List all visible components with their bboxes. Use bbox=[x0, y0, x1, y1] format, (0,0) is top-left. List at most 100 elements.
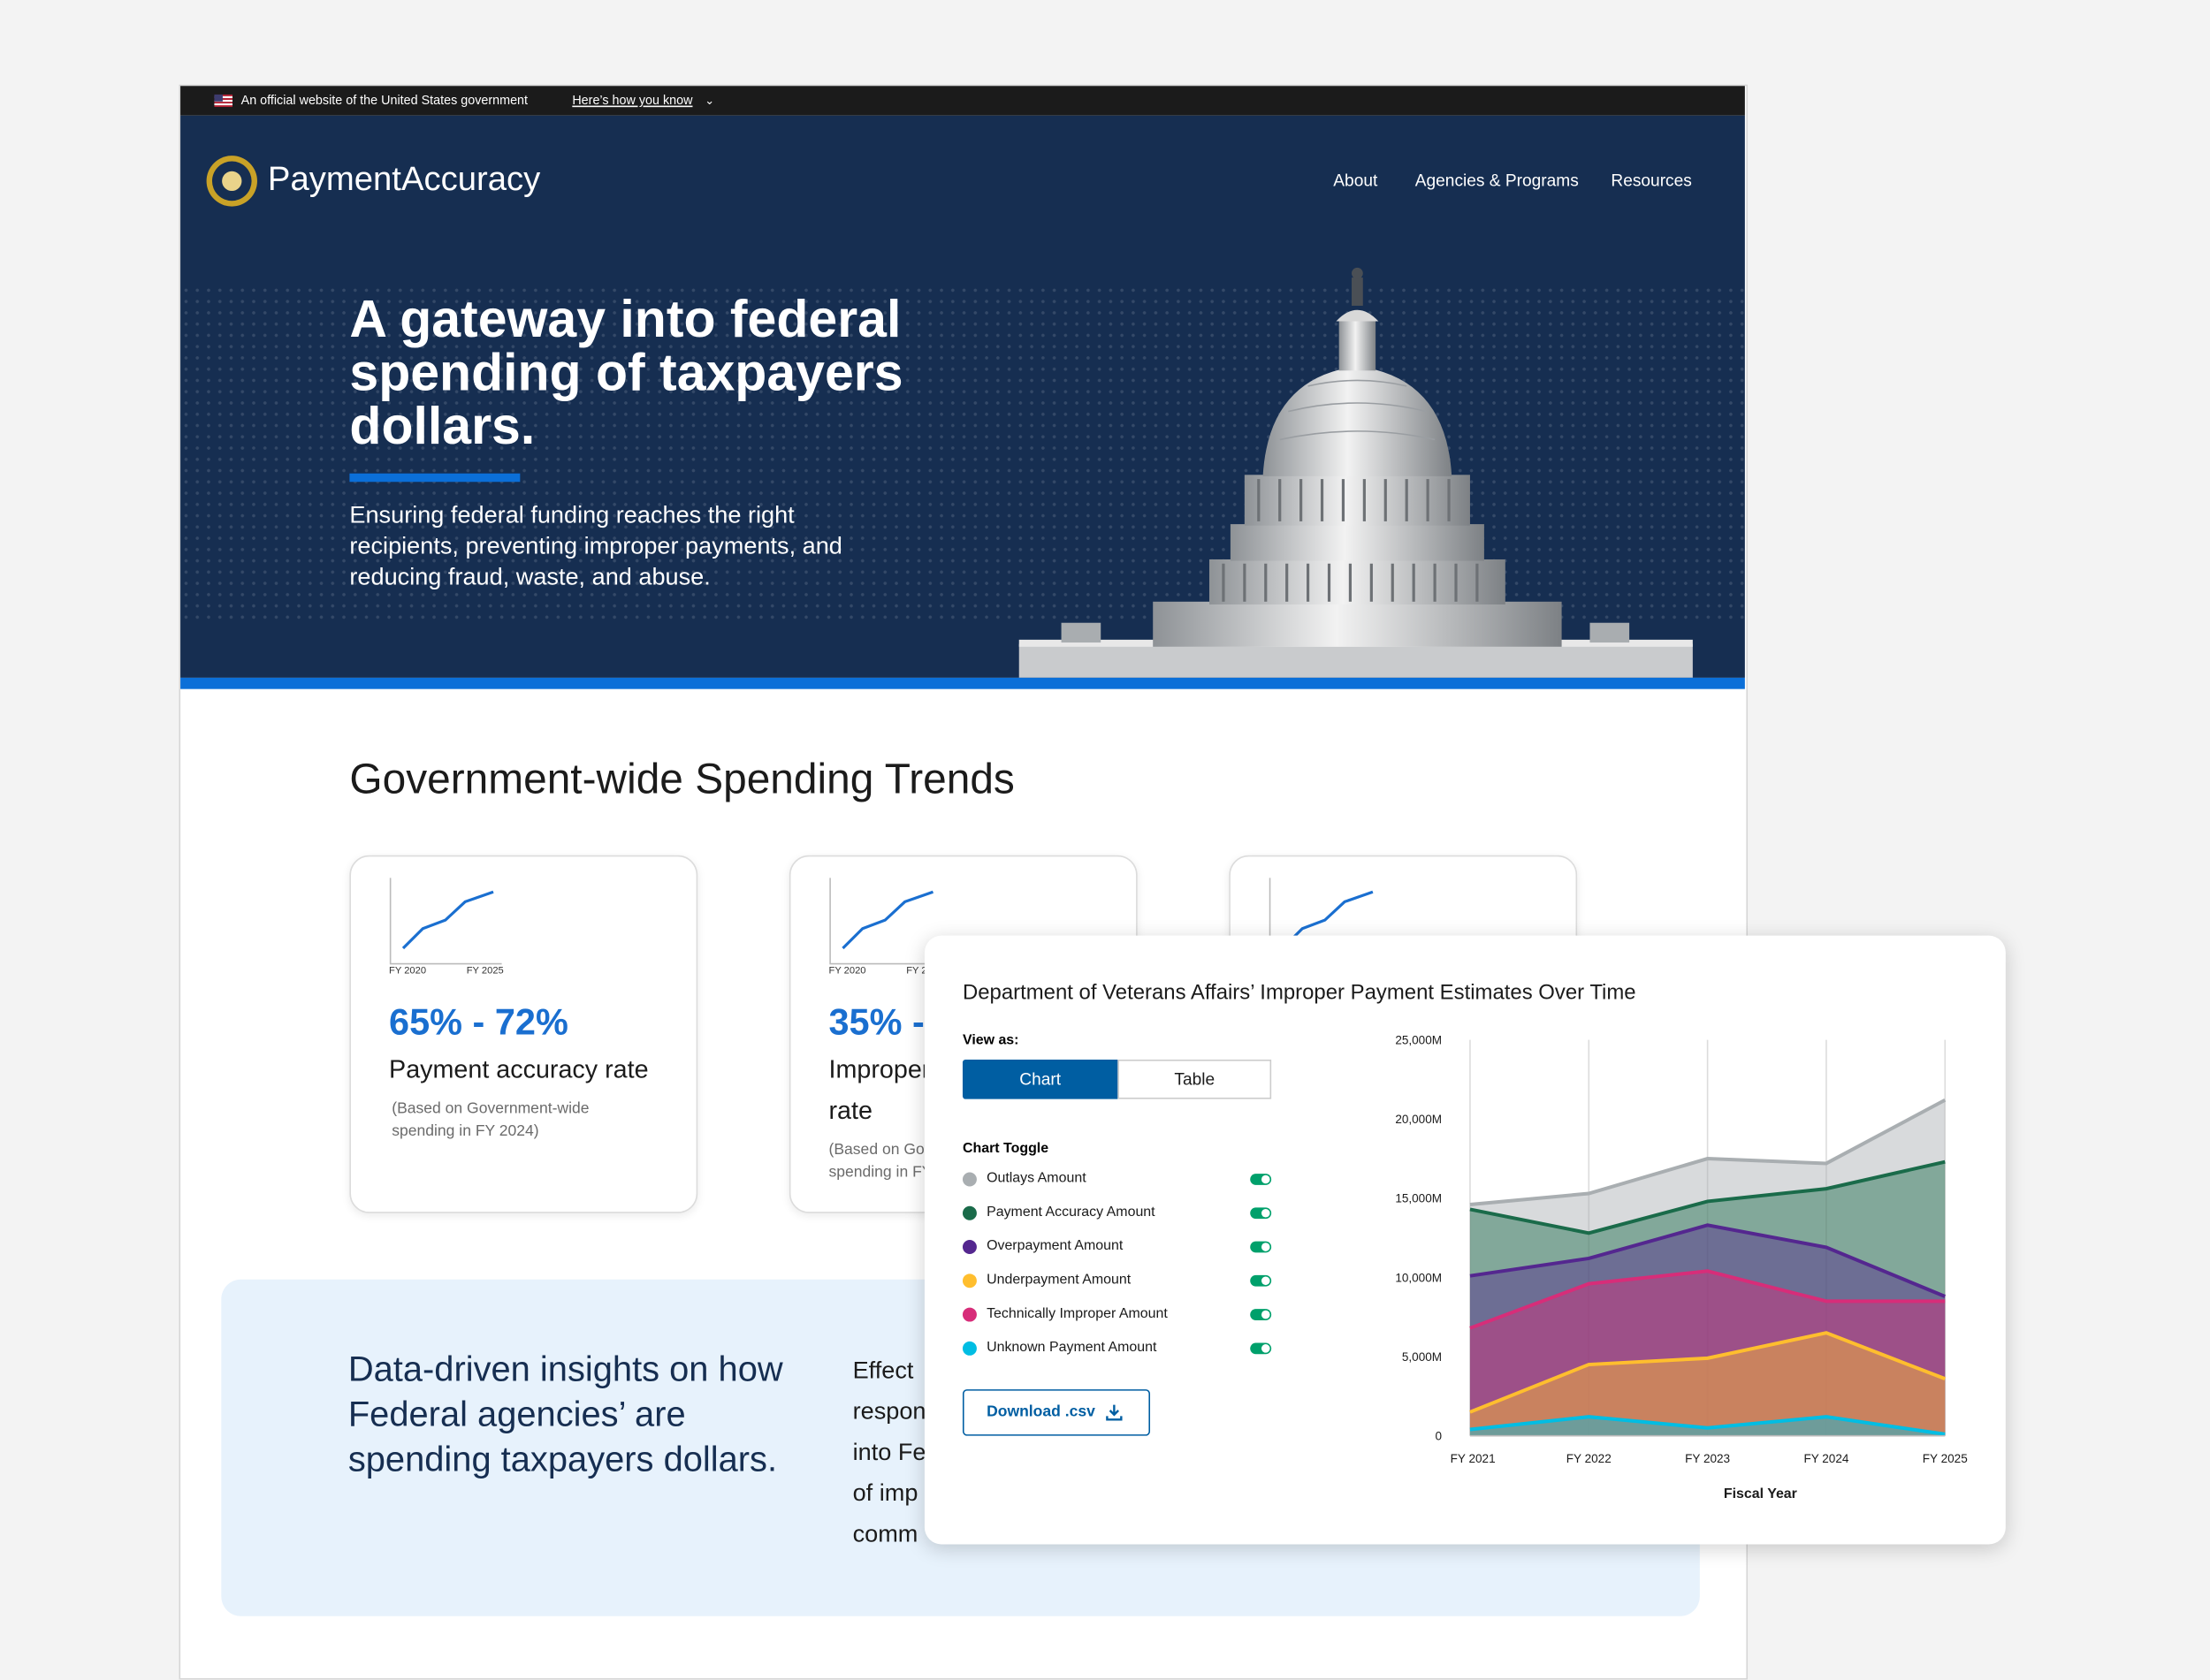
toggle-knob bbox=[1261, 1208, 1270, 1218]
gov-banner: An official website of the United States… bbox=[180, 86, 1745, 116]
download-button[interactable]: Download .csv bbox=[962, 1389, 1151, 1436]
stat-card: FY 2020 FY 2025 65% - 72% Payment accura… bbox=[349, 855, 698, 1213]
chevron: ⌄ bbox=[705, 94, 714, 108]
legend: Outlays Amount Payment Accuracy Amount Ove… bbox=[962, 1169, 1276, 1372]
legend-dot bbox=[962, 1307, 977, 1322]
section-heading: Government-wide Spending Trends bbox=[349, 756, 1015, 803]
toggle-switch[interactable] bbox=[1250, 1309, 1272, 1320]
legend-dot bbox=[962, 1172, 977, 1187]
view-toggle[interactable]: Table bbox=[1117, 1059, 1272, 1099]
sparkline bbox=[829, 878, 942, 965]
chart-title: Department of Veterans Affairs’ Improper… bbox=[962, 980, 1636, 1005]
area bbox=[1469, 1225, 1946, 1436]
text-line: of imp bbox=[852, 1479, 918, 1507]
toggle-knob bbox=[1261, 1344, 1270, 1353]
text-line: Effect bbox=[852, 1357, 914, 1384]
text-line: comm bbox=[852, 1520, 918, 1547]
capitol-illustration bbox=[1018, 267, 1693, 678]
legend-label: Unknown Payment Amount bbox=[987, 1340, 1157, 1356]
us-flag bbox=[214, 94, 233, 108]
legend-item[interactable]: Technically Improper Amount bbox=[962, 1304, 1276, 1338]
chart-popup: Department of Veterans Affairs’ Improper… bbox=[924, 935, 2006, 1545]
line bbox=[1469, 1159, 1946, 1235]
spark-label: FY 2020 bbox=[828, 966, 866, 977]
area bbox=[1469, 1161, 1946, 1436]
text-line: into Fe bbox=[852, 1438, 926, 1466]
x-axis-label: Fiscal Year bbox=[1724, 1486, 1797, 1501]
toggle-knob bbox=[1261, 1310, 1270, 1319]
toggle-knob bbox=[1261, 1174, 1270, 1184]
toggle-switch[interactable] bbox=[1250, 1207, 1272, 1220]
legend-label: Technically Improper Amount bbox=[987, 1305, 1168, 1322]
stat-figure: 35% - bbox=[828, 1000, 925, 1043]
spark-label: FY 2025 bbox=[466, 966, 504, 977]
legend-item[interactable]: Outlays Amount bbox=[962, 1169, 1276, 1203]
site-seal bbox=[206, 156, 257, 207]
x-tick-label: FY 2023 bbox=[1685, 1452, 1730, 1465]
legend-label: Overpayment Amount bbox=[987, 1238, 1124, 1255]
text-line: respon bbox=[852, 1397, 926, 1425]
sparkline bbox=[389, 878, 502, 965]
title-underline bbox=[349, 473, 521, 483]
line bbox=[1469, 1223, 1947, 1298]
x-tick-label: FY 2022 bbox=[1566, 1452, 1612, 1465]
stat-label: Payment accuracy rate bbox=[389, 1055, 649, 1084]
legend-dot bbox=[962, 1240, 977, 1255]
hero-stripe bbox=[180, 677, 1745, 689]
y-tick-label: 15,000M bbox=[1395, 1192, 1442, 1205]
y-tick-label: 5,000M bbox=[1402, 1350, 1442, 1364]
stat-note: (Based on Government-wide spending in FY… bbox=[392, 1100, 590, 1140]
legend-label: Payment Accuracy Amount bbox=[987, 1205, 1155, 1220]
area bbox=[1469, 1099, 1946, 1436]
line bbox=[1469, 1415, 1946, 1436]
toggle-heading: Chart Toggle bbox=[962, 1141, 1049, 1157]
legend-label: Outlays Amount bbox=[987, 1170, 1086, 1187]
toggle-switch[interactable] bbox=[1250, 1241, 1272, 1253]
hero-subtitle: Ensuring federal funding reaches the rig… bbox=[349, 501, 842, 591]
toggle-switch[interactable] bbox=[1250, 1174, 1272, 1185]
y-tick-label: 10,000M bbox=[1395, 1271, 1442, 1284]
view-as-label: View as: bbox=[962, 1032, 1019, 1049]
hero-title: A gateway into federal spending of taxpa… bbox=[349, 290, 903, 455]
hero bbox=[180, 115, 1745, 678]
toggle-switch[interactable] bbox=[1250, 1274, 1272, 1287]
y-tick-label: 25,000M bbox=[1395, 1033, 1442, 1046]
view-toggle[interactable]: Chart bbox=[962, 1059, 1118, 1099]
legend-item[interactable]: Payment Accuracy Amount bbox=[962, 1204, 1276, 1237]
gov-banner-link[interactable]: Here’s how you know bbox=[572, 93, 693, 108]
insights-heading: Data-driven insights on how Federal agen… bbox=[347, 1349, 783, 1480]
x-tick-label: FY 2025 bbox=[1923, 1452, 1968, 1465]
y-tick-label: 0 bbox=[1436, 1429, 1443, 1442]
site-name[interactable]: PaymentAccuracy bbox=[267, 160, 541, 199]
toggle-switch[interactable] bbox=[1250, 1342, 1272, 1355]
area bbox=[1469, 1417, 1946, 1436]
legend-label: Underpayment Amount bbox=[987, 1272, 1132, 1289]
stat-figure: 65% - 72% bbox=[389, 1000, 568, 1043]
legend-item[interactable]: Overpayment Amount bbox=[962, 1237, 1276, 1271]
line bbox=[1469, 1269, 1946, 1330]
nav-link[interactable]: Resources bbox=[1611, 170, 1692, 191]
toggle-knob bbox=[1261, 1276, 1270, 1286]
area bbox=[1469, 1271, 1946, 1436]
legend-item[interactable]: Unknown Payment Amount bbox=[962, 1339, 1276, 1372]
x-tick-label: FY 2024 bbox=[1803, 1452, 1848, 1465]
download-label: Download .csv bbox=[987, 1403, 1095, 1421]
area-chart: 0 5,000M 10,000M 15,000M 20,000M 25,000M FY 20… bbox=[1395, 1033, 1968, 1501]
gov-banner-text: An official website of the United States… bbox=[240, 93, 529, 108]
legend-dot bbox=[962, 1273, 977, 1289]
y-tick-label: 20,000M bbox=[1395, 1113, 1442, 1126]
toggle-knob bbox=[1261, 1243, 1270, 1251]
legend-dot bbox=[962, 1341, 977, 1356]
line bbox=[1469, 1331, 1946, 1414]
nav-link[interactable]: About bbox=[1333, 170, 1378, 191]
legend-item[interactable]: Underpayment Amount bbox=[962, 1271, 1276, 1304]
insights-text: Effect respon into Fe of imp comm bbox=[853, 1349, 926, 1554]
x-tick-label: FY 2021 bbox=[1451, 1452, 1496, 1465]
area bbox=[1469, 1333, 1946, 1436]
nav-link[interactable]: Agencies & Programs bbox=[1414, 170, 1579, 191]
legend-dot bbox=[962, 1205, 977, 1220]
line bbox=[1469, 1098, 1947, 1207]
